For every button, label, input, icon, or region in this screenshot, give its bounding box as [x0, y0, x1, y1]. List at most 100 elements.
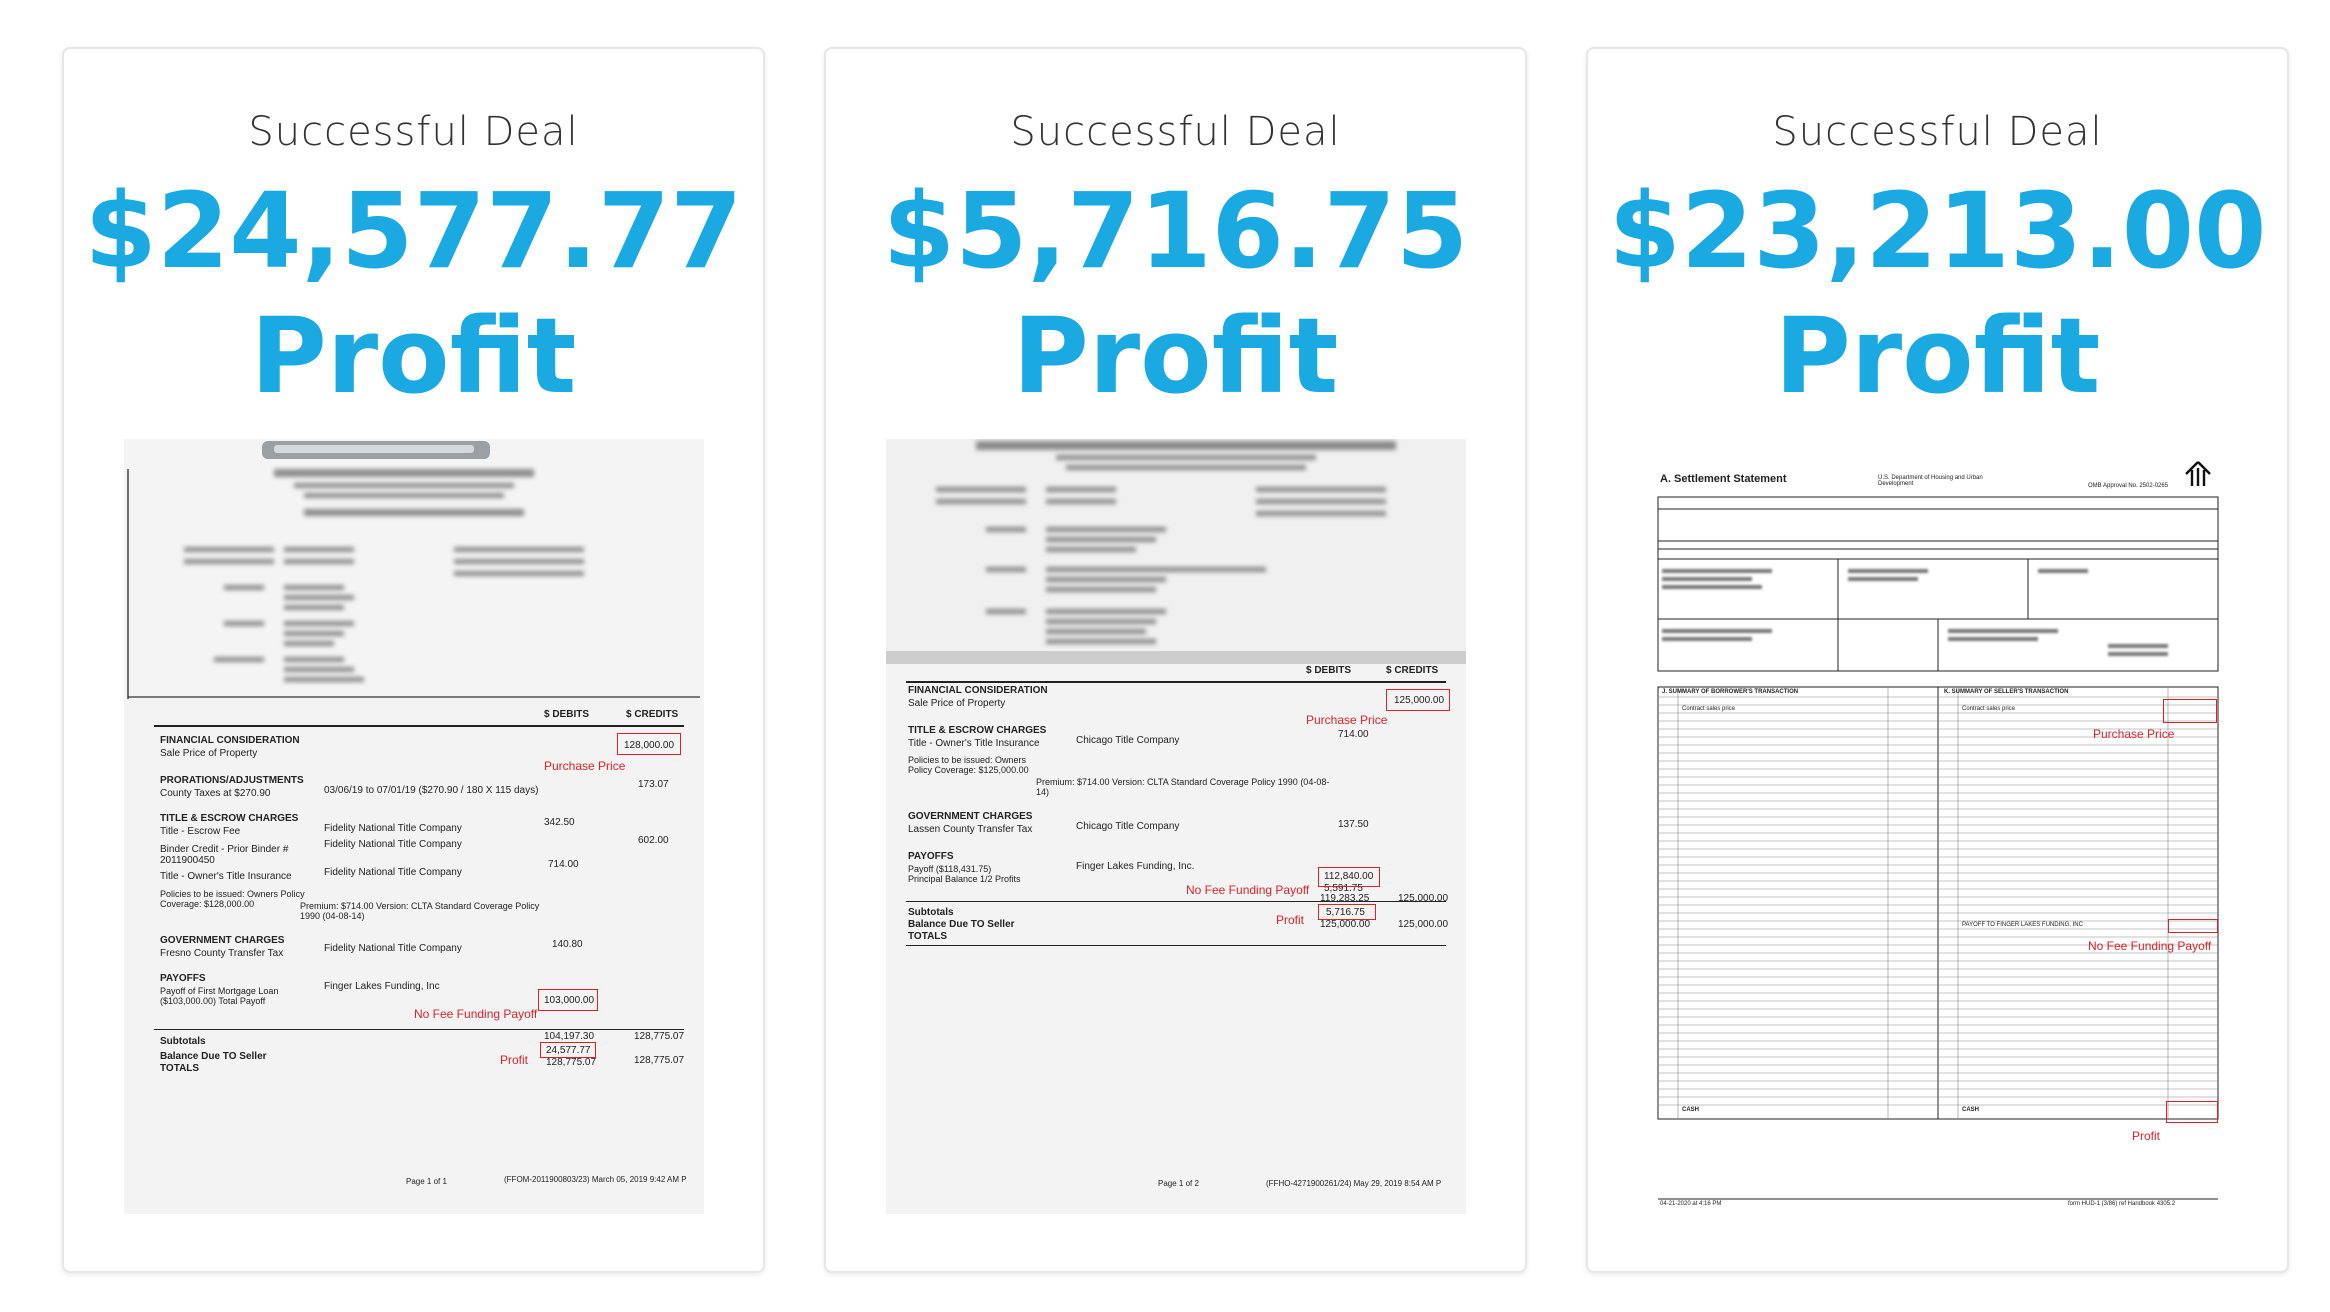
deal-profit-label: Profit [250, 295, 577, 417]
profit-annotation: Profit [500, 1053, 529, 1067]
balance-debit: 24,577.77 [546, 1045, 591, 1056]
line-detail: Finger Lakes Funding, Inc. [1076, 861, 1195, 872]
totals-credit: 125,000.00 [1398, 919, 1449, 930]
deal-card-2: Successful Deal $5,716.75 Profit [824, 47, 1527, 1273]
line-detail: Chicago Title Company [1076, 735, 1180, 746]
section-title: PRORATIONS/ADJUSTMENTS [160, 775, 304, 786]
totals-credit: 128,775.07 [634, 1055, 685, 1066]
col-credits: $ CREDITS [1386, 665, 1439, 676]
balance-debit: 5,716.75 [1326, 907, 1365, 918]
line-label: Sale Price of Property [160, 748, 258, 759]
line-detail: Fidelity National Title Company [324, 823, 462, 834]
hud-row-contract-seller: Contract sales price [1962, 706, 2016, 712]
deal-amount: $23,213.00 [1608, 170, 2267, 292]
hud-section-j: J. SUMMARY OF BORROWER'S TRANSACTION [1662, 689, 1799, 695]
section-title: FINANCIAL CONSIDERATION [160, 735, 300, 746]
deal-kicker: Successful Deal [248, 109, 579, 155]
hud-section-k: K. SUMMARY OF SELLER'S TRANSACTION [1944, 689, 2069, 695]
line-label: Lassen County Transfer Tax [908, 824, 1033, 835]
deal-profit-label: Profit [1012, 295, 1339, 417]
line-credit: 173.07 [638, 779, 669, 790]
totals-label: TOTALS [160, 1063, 200, 1074]
line-credit: 125,000.00 [1394, 695, 1445, 706]
page-footer-right: (FFHO-4271900261/24) May 29, 2019 8:54 A… [1266, 1179, 1442, 1188]
line-detail: Finger Lakes Funding, Inc [324, 981, 440, 992]
line-credit: 602.00 [638, 835, 669, 846]
line-debit: 137.50 [1338, 819, 1369, 830]
section-title: GOVERNMENT CHARGES [160, 935, 285, 946]
deal-amount: $24,577.77 [84, 170, 743, 292]
hud-agency: U.S. Department of Housing and Urban Dev… [1878, 475, 1983, 487]
purchase-price-box [617, 733, 681, 755]
line-label: Policies to be issued: Owners Policy Cov… [160, 889, 305, 909]
line-label: Title - Escrow Fee [160, 826, 241, 837]
deal-amount: $5,716.75 [882, 170, 1469, 292]
line-detail: Fidelity National Title Company [324, 839, 462, 850]
balance-label: Balance Due TO Seller [908, 919, 1015, 930]
totals-debit: 128,775.07 [546, 1057, 597, 1068]
payoff-annotation: No Fee Funding Payoff [1186, 883, 1310, 897]
payoff-box [538, 989, 598, 1011]
line-label: Title - Owner's Title Insurance [908, 738, 1040, 749]
line-label: Title - Owner's Title Insurance [160, 871, 292, 882]
line-debit: 714.00 [548, 859, 579, 870]
payoff-second: 5,591.75 [1324, 883, 1363, 894]
document-header-blurred [886, 439, 1466, 664]
section-title: GOVERNMENT CHARGES [908, 811, 1033, 822]
line-label: County Taxes at $270.90 [160, 788, 271, 799]
purchase-price-annotation: Purchase Price [2093, 727, 2175, 741]
totals-debit: 125,000.00 [1320, 919, 1371, 930]
line-debit: 112,840.00 [1324, 871, 1374, 882]
payoff-box [2168, 919, 2218, 933]
line-detail: Premium: $714.00 Version: CLTA Standard … [300, 901, 540, 921]
page-footer-left: Page 1 of 2 [1158, 1179, 1199, 1188]
hud-row-contract: Contract sales price [1682, 706, 1736, 712]
line-label: Payoff of First Mortgage Loan ($103,000.… [160, 986, 279, 1006]
payoff-annotation: No Fee Funding Payoff [414, 1007, 538, 1021]
section-title: FINANCIAL CONSIDERATION [908, 685, 1048, 696]
purchase-price-annotation: Purchase Price [544, 759, 626, 773]
settlement-document-image: $ DEBITS $ CREDITS FINANCIAL CONSIDERATI… [886, 439, 1466, 1214]
purchase-price-box [1386, 689, 1450, 711]
section-title: PAYOFFS [908, 851, 954, 862]
hud-row-payoff: PAYOFF TO FINGER LAKES FUNDING, INC [1962, 922, 2083, 928]
col-credits: $ CREDITS [626, 709, 679, 720]
profit-annotation: Profit [2132, 1129, 2161, 1143]
deal-profit-label: Profit [1774, 295, 2101, 417]
balance-label: Balance Due TO Seller [160, 1051, 267, 1062]
line-label: Sale Price of Property [908, 698, 1006, 709]
settlement-document-image: A. Settlement Statement U.S. Department … [1648, 439, 2228, 1214]
subtotals-credit: 125,000.00 [1398, 893, 1449, 904]
hud-omb: OMB Approval No. 2502-0265 [2088, 483, 2169, 489]
subtotals-label: Subtotals [160, 1036, 206, 1047]
section-title: TITLE & ESCROW CHARGES [908, 725, 1047, 736]
page-footer-left: Page 1 of 1 [406, 1177, 447, 1186]
subtotals-debit: 119,283.25 [1320, 893, 1370, 904]
line-debit: 140.80 [552, 939, 583, 950]
deal-card-3: Successful Deal $23,213.00 Profit A. Set… [1586, 47, 2289, 1273]
col-debits: $ DEBITS [544, 709, 590, 720]
purchase-price-box [2163, 699, 2217, 723]
line-detail: 03/06/19 to 07/01/19 ($270.90 / 180 X 11… [324, 785, 539, 796]
line-detail: Chicago Title Company [1076, 821, 1180, 832]
totals-label: TOTALS [908, 931, 948, 942]
payoff-box [1318, 867, 1380, 887]
section-title: PAYOFFS [160, 973, 206, 984]
hud-row-cash: CASH [1682, 1107, 1700, 1113]
page-footer-left: 04-21-2020 at 4:16 PM [1660, 1201, 1722, 1207]
section-title: TITLE & ESCROW CHARGES [160, 813, 299, 824]
profit-box [2166, 1101, 2218, 1123]
settlement-document-image: $ DEBITS $ CREDITS FINANCIAL CONSIDERATI… [124, 439, 704, 1214]
page-footer-right: (FFOM-2011900803/23) March 05, 2019 9:42… [504, 1175, 687, 1184]
line-label: Binder Credit - Prior Binder # 201190045… [160, 844, 289, 866]
line-label: Payoff ($118,431.75) Principal Balance 1… [908, 864, 1021, 884]
profit-box [1318, 904, 1376, 920]
line-detail: Premium: $714.00 Version: CLTA Standard … [1036, 777, 1330, 797]
line-debit: 714.00 [1338, 729, 1369, 740]
col-debits: $ DEBITS [1306, 665, 1352, 676]
hud-form-grid [1657, 496, 2219, 1200]
line-label: Fresno County Transfer Tax [160, 948, 284, 959]
deal-card-1: Successful Deal $24,577.77 Profit [62, 47, 765, 1273]
line-detail: Fidelity National Title Company [324, 943, 462, 954]
profit-annotation: Profit [1276, 913, 1305, 927]
